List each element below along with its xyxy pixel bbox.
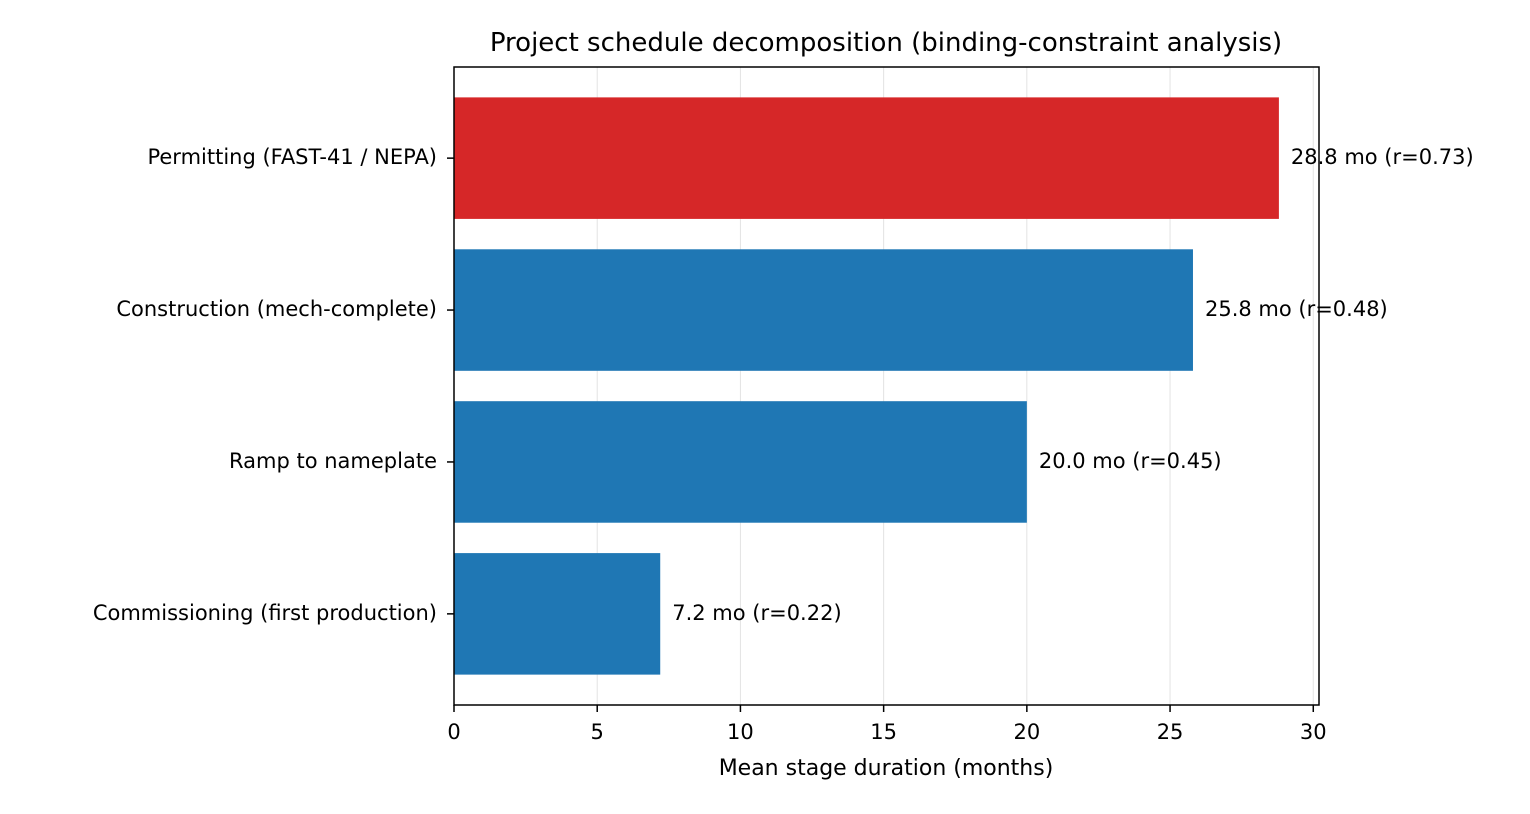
bar [454,97,1279,219]
bar [454,401,1027,523]
x-tick-label: 30 [1300,720,1327,744]
data-label: 25.8 mo (r=0.48) [1205,297,1388,321]
y-tick-label: Commissioning (first production) [93,601,437,625]
x-axis: 0 5 10 15 20 25 30 [447,705,1327,744]
y-tick-label: Permitting (FAST-41 / NEPA) [147,145,437,169]
y-tick-label: Ramp to nameplate [229,449,437,473]
data-label: 20.0 mo (r=0.45) [1039,449,1222,473]
x-tick-label: 0 [447,720,460,744]
x-tick-label: 25 [1157,720,1184,744]
x-axis-label: Mean stage duration (months) [719,756,1054,781]
y-tick-label: Construction (mech-complete) [116,297,437,321]
x-tick-label: 5 [591,720,604,744]
data-label: 28.8 mo (r=0.73) [1291,145,1474,169]
x-tick-label: 10 [727,720,754,744]
plot-frame [453,66,1320,706]
data-label: 7.2 mo (r=0.22) [672,601,841,625]
data-labels: 28.8 mo (r=0.73) 25.8 mo (r=0.48) 20.0 mo … [672,145,1473,625]
y-axis: Permitting (FAST-41 / NEPA) Construction … [93,145,454,625]
chart-title: Project schedule decomposition (binding-… [490,28,1282,58]
bars [454,97,1279,675]
x-tick-label: 15 [870,720,897,744]
x-tick-label: 20 [1013,720,1040,744]
bar [454,553,661,675]
bar [454,249,1193,371]
